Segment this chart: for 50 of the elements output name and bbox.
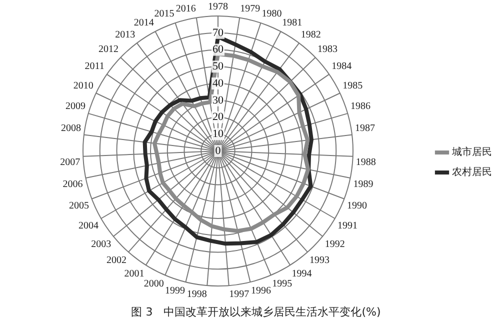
y-tick-label: 20: [212, 111, 224, 124]
y-tick-label: 50: [212, 60, 224, 73]
text: 图 3 中国改革开放以来城乡居民生活水平变化(%): [131, 305, 381, 318]
spoke-label: 1980: [262, 8, 282, 20]
spoke-label: 2001: [124, 268, 144, 280]
spoke-label: 2010: [73, 80, 94, 92]
spoke-label: 1989: [353, 179, 374, 190]
y-tick-label: 70: [212, 26, 224, 39]
legend-label: 城市居民: [451, 146, 492, 158]
spoke-label: 2012: [98, 44, 118, 56]
spoke-label: 2006: [62, 179, 83, 190]
spoke-label: 1982: [300, 29, 321, 40]
spoke-label: 1994: [292, 268, 312, 280]
y-tick-label: 60: [212, 44, 224, 56]
spoke-label: 2005: [68, 200, 89, 212]
spoke-label: 2011: [84, 61, 104, 72]
spoke-label: 2000: [144, 278, 164, 290]
spoke-label: 1992: [324, 238, 345, 250]
spoke-label: 1991: [338, 220, 358, 232]
spoke-label: 1995: [272, 278, 292, 290]
spoke-label: 1979: [240, 3, 260, 14]
spoke-label: 1990: [347, 200, 368, 212]
spoke-label: 2004: [78, 220, 98, 232]
y-tick-label: 10: [212, 128, 224, 140]
legend-label: 农村居民: [452, 166, 492, 178]
spoke-label: 2009: [65, 101, 86, 112]
spoke-label: 2007: [60, 157, 80, 168]
spoke-label: 1984: [332, 61, 352, 72]
spoke-label: 1993: [310, 254, 330, 266]
spoke-label: 2015: [154, 8, 174, 20]
spoke-label: 2008: [61, 122, 82, 134]
spoke-label: 2003: [91, 238, 112, 250]
spoke-label: 2016: [176, 3, 196, 14]
spoke-label: 1999: [164, 286, 185, 297]
spoke-label: 1978: [208, 2, 228, 13]
y-tick-label: 40: [212, 77, 224, 90]
spoke-label: 1997: [229, 289, 250, 300]
spoke-label: 2002: [106, 254, 126, 266]
spoke-label: 1996: [251, 286, 272, 297]
spoke-label: 1985: [342, 80, 363, 92]
spoke-label: 1988: [356, 157, 376, 168]
spoke-label: 1983: [318, 44, 338, 56]
spoke-label: 1998: [186, 289, 207, 300]
spoke-label: 2014: [134, 17, 154, 28]
spoke-label: 1986: [350, 101, 371, 112]
y-tick-label: 30: [212, 94, 224, 106]
spoke-label: 1981: [282, 17, 302, 28]
y-tick-label: 0: [215, 144, 222, 157]
spoke-label: 2013: [115, 29, 136, 40]
spoke-label: 1987: [354, 122, 375, 134]
